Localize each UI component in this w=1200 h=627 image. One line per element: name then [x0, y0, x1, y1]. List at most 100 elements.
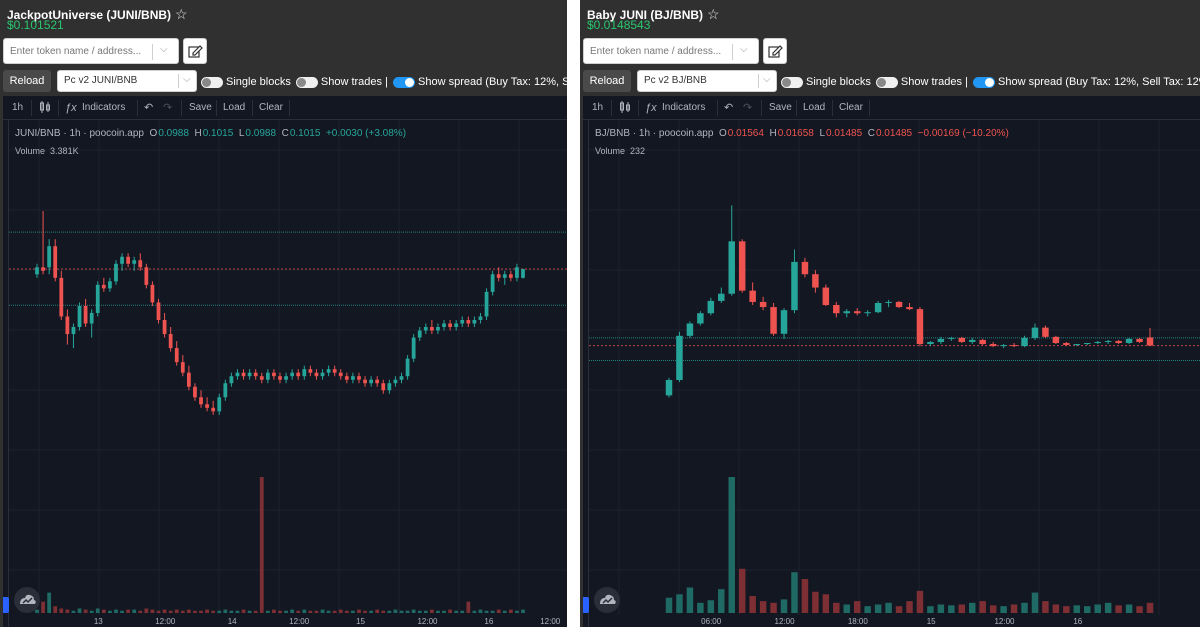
- chevron-down-icon[interactable]: ⌵: [740, 44, 748, 55]
- indicators-button[interactable]: Indicators: [662, 102, 706, 113]
- toggle-show-spread[interactable]: Show spread (Buy Tax: 12%, Sell Tax: 12%…: [973, 76, 1200, 88]
- candle-body: [53, 246, 58, 278]
- toggle-switch[interactable]: [973, 76, 996, 88]
- pair-select[interactable]: Pc v2 BJ/BNB ⌵: [637, 70, 777, 92]
- toggle-switch[interactable]: [781, 76, 803, 88]
- toggle-show-spread[interactable]: Show spread (Buy Tax: 12%, Sell Tax: 12: [393, 76, 567, 88]
- volume-bar: [1021, 602, 1028, 613]
- volume-bar: [1125, 604, 1133, 613]
- volume-bar: [272, 609, 276, 613]
- candle-body: [1073, 344, 1081, 346]
- expand-toolbar-handle[interactable]: [3, 597, 9, 613]
- clear-button[interactable]: Clear: [259, 102, 283, 113]
- redo-icon[interactable]: ↷: [743, 102, 753, 114]
- toolbar-divider: [58, 100, 59, 116]
- legend-close-key: C: [867, 128, 875, 139]
- x-axis-tick-label: 12:00: [155, 617, 176, 626]
- volume-bar: [937, 604, 945, 613]
- toggle-switch[interactable]: [295, 76, 318, 88]
- volume-bar: [738, 568, 746, 613]
- candle-body: [436, 327, 440, 331]
- toggle-label: Show spread (Buy Tax: 12%, Sell Tax: 12: [418, 76, 567, 89]
- save-button[interactable]: Save: [189, 102, 212, 113]
- candle-body: [1136, 338, 1143, 342]
- chart-area[interactable]: 1h ƒx Indicators ↶ ↷ Save Load Clear 13 1…: [3, 96, 567, 627]
- candle-body: [989, 344, 997, 347]
- x-axis-tick-label: 06:00: [701, 617, 722, 626]
- candle-body: [885, 301, 892, 303]
- load-button[interactable]: Load: [223, 102, 246, 113]
- candle-body: [114, 263, 118, 282]
- candles-icon[interactable]: [619, 100, 631, 117]
- toggle-single-blocks[interactable]: Single blocks: [201, 76, 291, 88]
- redo-icon[interactable]: ↷: [163, 102, 173, 114]
- volume-bar: [89, 610, 94, 613]
- toggle-show-trades[interactable]: Show trades |: [875, 76, 968, 88]
- legend-open: 0.01564: [727, 128, 764, 139]
- candle-body: [138, 260, 143, 268]
- interval-button[interactable]: 1h: [12, 102, 24, 113]
- interval-button[interactable]: 1h: [592, 102, 604, 113]
- save-button[interactable]: Save: [769, 102, 792, 113]
- expand-toolbar-handle[interactable]: [583, 597, 589, 613]
- toggle-label: Show trades |: [320, 76, 388, 89]
- x-axis-tick-label: 18:00: [848, 617, 869, 626]
- candle-body: [199, 397, 203, 405]
- clear-button[interactable]: Clear: [839, 102, 863, 113]
- toggle-single-blocks[interactable]: Single blocks: [781, 76, 871, 88]
- volume-bar: [759, 601, 767, 613]
- chevron-down-icon[interactable]: ⌵: [160, 44, 168, 55]
- candle-body: [381, 383, 386, 391]
- legend-open-key: O: [149, 128, 158, 139]
- star-icon[interactable]: ☆: [707, 6, 720, 22]
- volume-bar: [1115, 605, 1122, 613]
- token-search-input[interactable]: [590, 43, 730, 59]
- volume-bar: [375, 609, 380, 613]
- candles-icon[interactable]: [39, 100, 51, 117]
- toggle-switch[interactable]: [875, 76, 898, 88]
- legend-low: 0.01485: [826, 128, 863, 139]
- reload-button[interactable]: Reload: [583, 70, 631, 92]
- tradingview-logo-icon[interactable]: [594, 587, 620, 613]
- toggle-switch[interactable]: [201, 76, 223, 88]
- pair-select[interactable]: Pc v2 JUNI/BNB ⌵: [57, 70, 197, 92]
- undo-icon[interactable]: ↶: [724, 102, 734, 114]
- load-button[interactable]: Load: [803, 102, 826, 113]
- drawing-tools-strip[interactable]: [583, 120, 589, 627]
- chart-area[interactable]: 1h ƒx Indicators ↶ ↷ Save Load Clear 06:…: [583, 96, 1200, 627]
- price-chart[interactable]: 13 12:00 14 12:00 15 12:00 16 12:00: [9, 120, 567, 627]
- search-divider: [732, 44, 733, 60]
- drawing-tools-strip[interactable]: [3, 120, 9, 627]
- token-search-box[interactable]: ⌵: [583, 38, 759, 64]
- volume-bar: [968, 602, 976, 613]
- token-search-box[interactable]: ⌵: [3, 38, 179, 64]
- candle-body: [357, 376, 361, 380]
- volume-legend: Volume 232: [595, 146, 645, 156]
- legend-interval: 1h: [638, 128, 651, 139]
- volume-bar: [344, 610, 349, 613]
- indicators-icon[interactable]: ƒx: [645, 102, 657, 114]
- edit-button[interactable]: [763, 38, 787, 64]
- x-axis-tick-label: 12:00: [417, 617, 438, 626]
- reload-button[interactable]: Reload: [3, 70, 51, 92]
- token-search-input[interactable]: [10, 43, 150, 59]
- candle-body: [65, 316, 70, 335]
- candle-body: [205, 404, 209, 408]
- indicators-button[interactable]: Indicators: [82, 102, 126, 113]
- volume-bar: [47, 592, 52, 613]
- undo-icon[interactable]: ↶: [144, 102, 154, 114]
- toolbar-divider: [638, 100, 639, 116]
- candle-body: [35, 267, 39, 275]
- toggle-show-trades[interactable]: Show trades |: [295, 76, 388, 89]
- star-icon[interactable]: ☆: [175, 6, 188, 22]
- pair-select-value: Pc v2 JUNI/BNB: [64, 75, 138, 86]
- edit-button[interactable]: [183, 38, 207, 64]
- indicators-icon[interactable]: ƒx: [65, 102, 77, 114]
- volume-bar: [138, 610, 143, 613]
- candle-body: [83, 305, 88, 324]
- tradingview-logo-icon[interactable]: [14, 587, 40, 613]
- price-chart[interactable]: 06:00 12:00 18:00 15 12:00 16: [589, 120, 1200, 627]
- toggle-switch[interactable]: [393, 76, 416, 88]
- legend-interval: 1h: [69, 128, 81, 139]
- volume-bar: [979, 601, 986, 613]
